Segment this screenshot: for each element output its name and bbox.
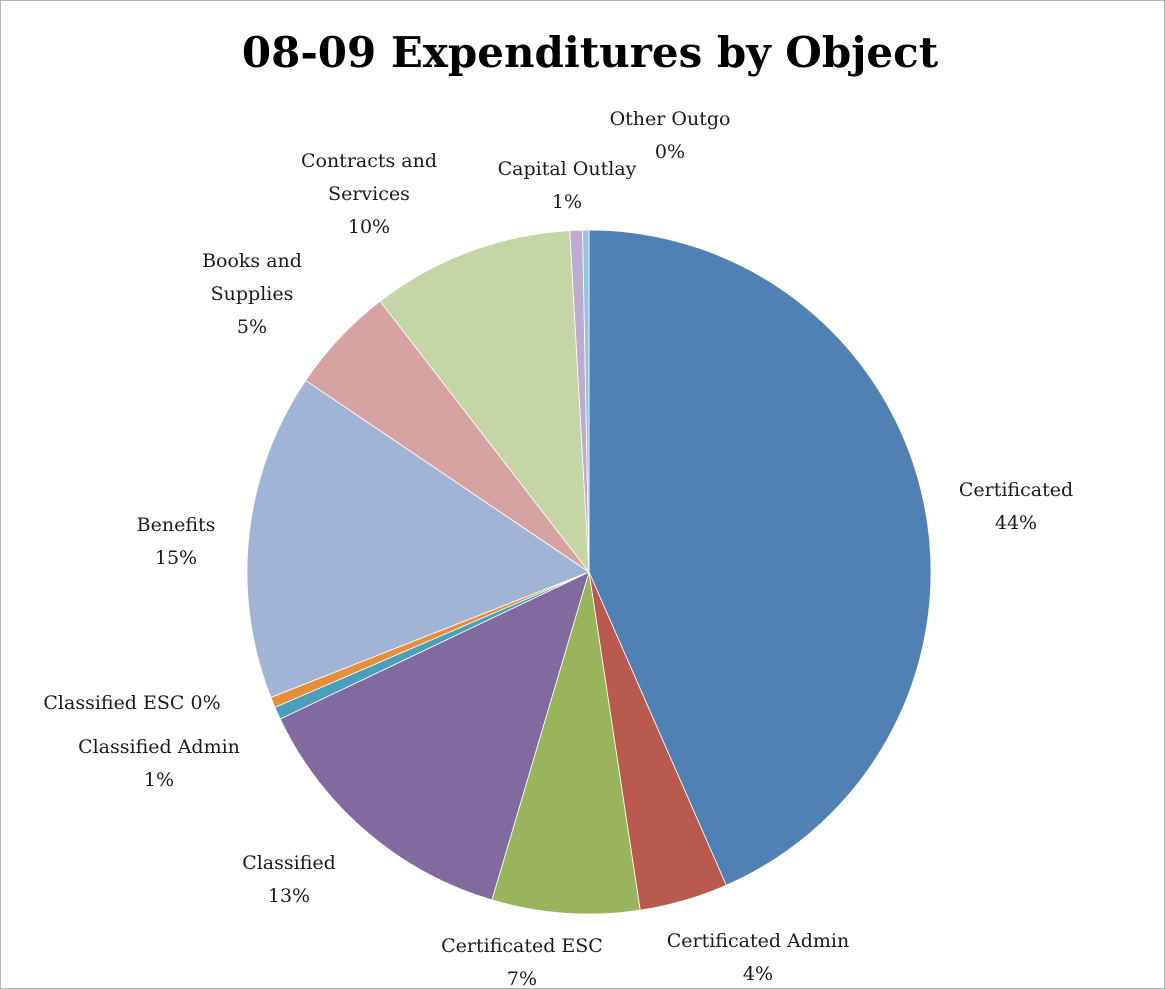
slice-label-certificated-esc: Certificated ESC 7% [441, 935, 603, 988]
slice-label-line: 7% [507, 968, 537, 988]
slice-label-line: Certificated [959, 479, 1073, 501]
slice-label-books-and-supplies: Books and Supplies 5% [202, 250, 302, 338]
slice-label-line: 44% [995, 512, 1037, 534]
slice-label-line: Certificated ESC [441, 935, 603, 957]
slice-label-line: Classified Admin [78, 736, 240, 758]
pie-slices [246, 229, 932, 915]
slice-label-line: Benefits [137, 514, 216, 536]
slice-label-line: 10% [348, 216, 390, 238]
slice-label-line: Contracts and [301, 150, 437, 172]
slice-label-line: 1% [552, 191, 582, 213]
slice-label-line: 1% [144, 769, 174, 791]
pie-slice-contracts-and-services [379, 230, 590, 574]
slice-label-line: Other Outgo [610, 108, 731, 130]
slice-label-line: Services [328, 183, 410, 205]
pie-slice-classified [279, 571, 590, 901]
slice-label-line: Supplies [211, 283, 294, 305]
chart-title: 08-09 Expenditures by Object [242, 28, 939, 77]
slice-label-line: 0% [655, 141, 685, 163]
slice-label-classified-esc: Classified ESC 0% [43, 692, 220, 714]
slice-labels: Certificated 44%Certificated Admin 4%Certi… [43, 108, 1073, 988]
slice-label-other-outgo: Other Outgo 0% [610, 108, 731, 163]
slice-label-classified-admin: Classified Admin 1% [78, 736, 240, 791]
slice-label-contracts-and-services: Contracts and Services 10% [301, 150, 437, 238]
slice-label-line: 15% [155, 547, 197, 569]
slice-label-line: Capital Outlay [498, 158, 637, 180]
pie-slice-benefits [246, 379, 590, 698]
slice-label-line: Certificated Admin [667, 930, 850, 952]
slice-label-benefits: Benefits 15% [137, 514, 216, 569]
pie-slice-certificated [588, 229, 932, 886]
slice-label-capital-outlay: Capital Outlay 1% [498, 158, 637, 213]
pie-slice-other-outgo [582, 229, 590, 573]
slice-label-certificated-admin: Certificated Admin 4% [667, 930, 850, 985]
slice-label-line: Classified [242, 852, 336, 874]
slice-label-classified: Classified 13% [242, 852, 336, 907]
slice-label-line: 4% [743, 963, 773, 985]
slice-label-line: Books and [202, 250, 302, 272]
slice-label-certificated: Certificated 44% [959, 479, 1073, 534]
slice-label-line: 13% [268, 885, 310, 907]
slice-label-line: Classified ESC 0% [43, 692, 220, 714]
slice-label-line: 5% [237, 316, 267, 338]
pie-slice-certificated-esc [491, 571, 641, 915]
